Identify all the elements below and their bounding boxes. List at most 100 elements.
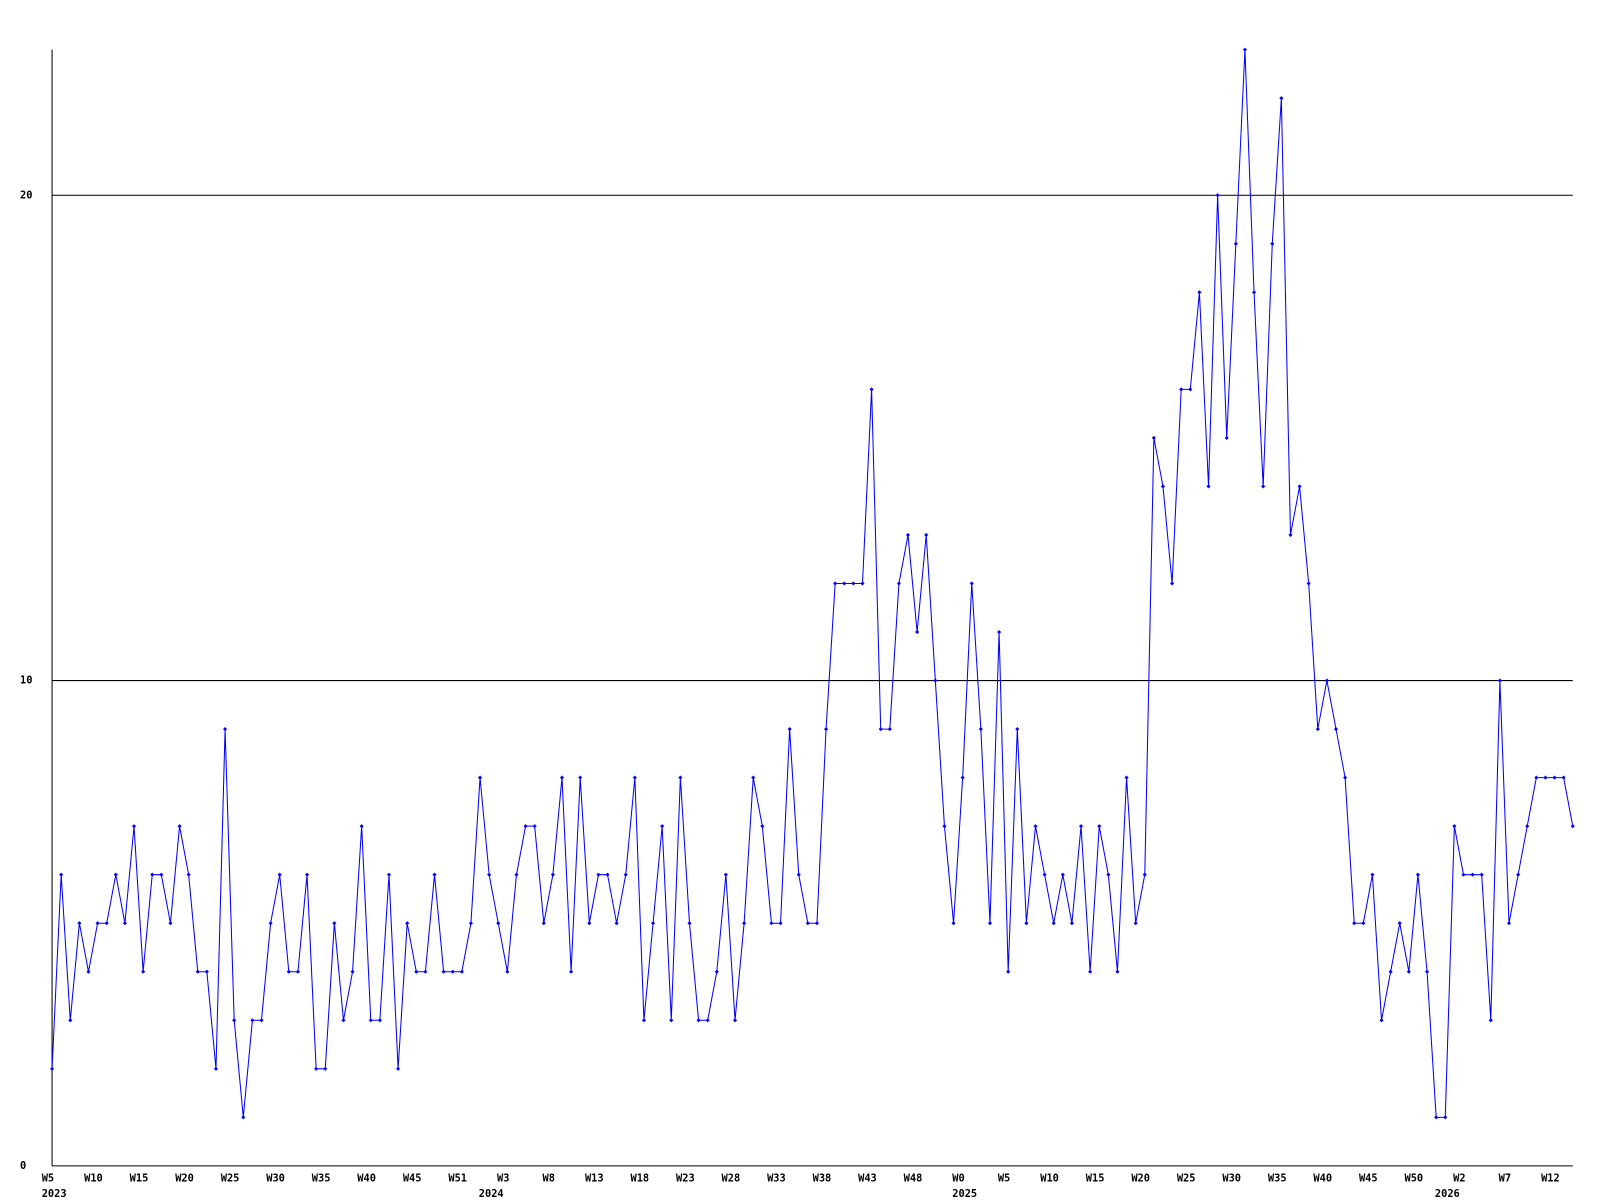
point xyxy=(1315,727,1320,732)
point xyxy=(723,872,728,877)
point xyxy=(141,969,146,974)
point xyxy=(696,1018,701,1023)
x-tick-label: W20 xyxy=(175,1172,194,1184)
point xyxy=(1479,872,1484,877)
point xyxy=(1078,824,1084,829)
point xyxy=(587,921,592,926)
point xyxy=(1543,775,1548,780)
point xyxy=(341,1018,346,1023)
x-tick-label: W45 xyxy=(403,1172,422,1184)
point xyxy=(769,921,774,926)
point xyxy=(687,921,692,926)
point xyxy=(1379,1018,1384,1023)
point xyxy=(1133,921,1138,926)
point xyxy=(1488,1018,1493,1023)
point xyxy=(1470,872,1475,877)
point xyxy=(50,1066,55,1071)
point xyxy=(833,581,838,586)
point xyxy=(1570,824,1575,829)
point xyxy=(814,921,820,926)
x-tick-label: W13 xyxy=(585,1172,604,1184)
point xyxy=(569,969,574,974)
point xyxy=(414,969,419,974)
point xyxy=(1261,484,1266,489)
point xyxy=(1516,872,1521,877)
point xyxy=(714,969,719,974)
point xyxy=(1361,921,1366,926)
point xyxy=(450,969,455,974)
point xyxy=(177,824,182,829)
point xyxy=(1506,921,1512,926)
x-tick-label: W8 xyxy=(543,1172,555,1184)
x-year-label: 2026 xyxy=(1435,1188,1460,1200)
point xyxy=(915,629,920,635)
point xyxy=(250,1018,255,1023)
point xyxy=(760,824,765,829)
point xyxy=(1097,824,1102,829)
point xyxy=(1233,241,1238,246)
point xyxy=(1124,775,1129,780)
x-tick-label: W35 xyxy=(1268,1172,1287,1184)
point xyxy=(1033,824,1038,829)
x-tick-label: W28 xyxy=(722,1172,741,1184)
point xyxy=(796,872,801,877)
point xyxy=(1288,532,1293,538)
point xyxy=(304,872,310,877)
point xyxy=(241,1115,246,1120)
y-tick-label: 20 xyxy=(20,189,32,201)
point xyxy=(86,969,91,974)
point xyxy=(432,872,437,877)
point xyxy=(1142,872,1147,877)
point xyxy=(951,921,956,926)
point xyxy=(732,1018,738,1023)
point xyxy=(1224,435,1229,440)
point xyxy=(1006,969,1011,974)
point xyxy=(878,727,883,732)
point xyxy=(860,581,865,586)
point xyxy=(487,872,492,877)
point xyxy=(1188,387,1193,392)
point xyxy=(1333,727,1339,732)
x-tick-label: W30 xyxy=(266,1172,285,1184)
point xyxy=(1415,872,1421,877)
x-tick-label: W12 xyxy=(1541,1172,1560,1184)
point xyxy=(824,727,829,732)
point xyxy=(997,629,1002,635)
x-tick-label: W48 xyxy=(904,1172,923,1184)
y-tick-label: 10 xyxy=(20,675,32,687)
point xyxy=(1206,484,1211,489)
point xyxy=(1561,775,1566,780)
x-tick-label: W15 xyxy=(130,1172,149,1184)
point xyxy=(1525,824,1530,829)
point xyxy=(678,775,683,780)
point xyxy=(514,872,519,877)
point xyxy=(1397,921,1402,926)
point xyxy=(286,969,291,974)
point xyxy=(1434,1115,1439,1120)
point xyxy=(1388,969,1393,974)
point xyxy=(496,921,501,926)
point xyxy=(1106,872,1111,877)
x-tick-label: W25 xyxy=(221,1172,240,1184)
point xyxy=(113,872,118,877)
point xyxy=(1297,484,1302,489)
point xyxy=(1242,47,1248,52)
point xyxy=(742,921,747,926)
x-tick-label: W23 xyxy=(676,1172,695,1184)
point xyxy=(942,824,947,829)
point xyxy=(68,1018,73,1023)
x-tick-label: W50 xyxy=(1404,1172,1423,1184)
point xyxy=(122,921,127,926)
x-tick-label: W10 xyxy=(1040,1172,1059,1184)
point xyxy=(896,581,901,586)
point xyxy=(1452,824,1457,829)
point xyxy=(960,775,965,780)
point xyxy=(1461,872,1466,877)
point xyxy=(1197,290,1202,295)
point xyxy=(1443,1115,1448,1120)
point xyxy=(1370,872,1375,877)
point xyxy=(368,1018,373,1023)
point xyxy=(1251,290,1257,295)
x-tick-label: W38 xyxy=(813,1172,832,1184)
